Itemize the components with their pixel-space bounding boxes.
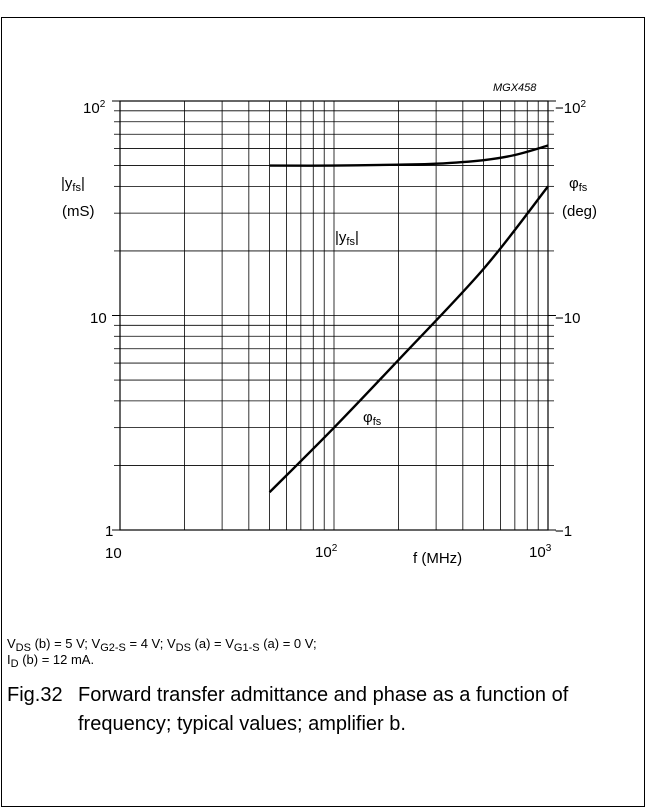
y-left-tick-100: 102 bbox=[83, 99, 106, 117]
y-right-tick-100: −102 bbox=[555, 99, 587, 117]
y-left-axis-label: |yfs| bbox=[61, 175, 85, 194]
caption-text: Forward transfer admittance and phase as… bbox=[78, 684, 569, 735]
x-tick-100: 102 bbox=[315, 543, 338, 561]
y-right-tick-1: −1 bbox=[555, 523, 573, 540]
y-right-axis-label: φfs bbox=[569, 175, 588, 194]
series-line-yfs bbox=[269, 144, 549, 167]
x-tick-10: 10 bbox=[105, 545, 122, 562]
x-tick-1000: 103 bbox=[529, 543, 552, 561]
y-left-tick-1: 1 bbox=[105, 523, 114, 540]
y-left-axis-unit: (mS) bbox=[62, 203, 95, 220]
y-right-tick-10: −10 bbox=[555, 310, 581, 327]
series-label-phi: φfs bbox=[363, 409, 382, 428]
y-right-axis-unit: (deg) bbox=[562, 203, 598, 220]
x-axis-label: f (MHz) bbox=[413, 550, 463, 567]
series-label-yfs: |yfs| bbox=[335, 229, 359, 248]
conditions-line-2: ID (b) = 12 mA. bbox=[7, 652, 95, 670]
chart bbox=[112, 100, 556, 531]
figure-frame: MGX458 |yfs| (mS) φfs (deg) 102 10 1 −10… bbox=[1, 17, 645, 807]
caption-number: Fig.32 bbox=[7, 684, 63, 706]
y-left-tick-10: 10 bbox=[90, 310, 107, 327]
series-line-phi bbox=[268, 185, 549, 494]
figure-code: MGX458 bbox=[493, 82, 537, 94]
conditions-line-1: VDS (b) = 5 V; VG2-S = 4 V; VDS (a) = VG… bbox=[7, 636, 317, 654]
